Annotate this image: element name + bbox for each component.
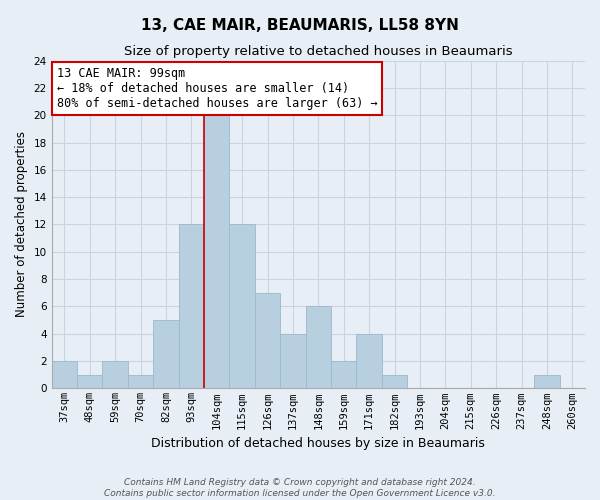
Text: 13 CAE MAIR: 99sqm
← 18% of detached houses are smaller (14)
80% of semi-detache: 13 CAE MAIR: 99sqm ← 18% of detached hou… — [57, 67, 377, 110]
Bar — [52, 361, 77, 388]
Bar — [229, 224, 255, 388]
Bar — [128, 374, 153, 388]
Bar — [382, 374, 407, 388]
Text: Contains HM Land Registry data © Crown copyright and database right 2024.
Contai: Contains HM Land Registry data © Crown c… — [104, 478, 496, 498]
Bar — [255, 293, 280, 388]
Bar — [331, 361, 356, 388]
Text: 13, CAE MAIR, BEAUMARIS, LL58 8YN: 13, CAE MAIR, BEAUMARIS, LL58 8YN — [141, 18, 459, 32]
Bar — [280, 334, 305, 388]
Bar — [103, 361, 128, 388]
Bar — [179, 224, 204, 388]
Bar — [77, 374, 103, 388]
Bar — [534, 374, 560, 388]
X-axis label: Distribution of detached houses by size in Beaumaris: Distribution of detached houses by size … — [151, 437, 485, 450]
Bar — [204, 115, 229, 388]
Bar — [356, 334, 382, 388]
Title: Size of property relative to detached houses in Beaumaris: Size of property relative to detached ho… — [124, 45, 512, 58]
Y-axis label: Number of detached properties: Number of detached properties — [15, 132, 28, 318]
Bar — [305, 306, 331, 388]
Bar — [153, 320, 179, 388]
